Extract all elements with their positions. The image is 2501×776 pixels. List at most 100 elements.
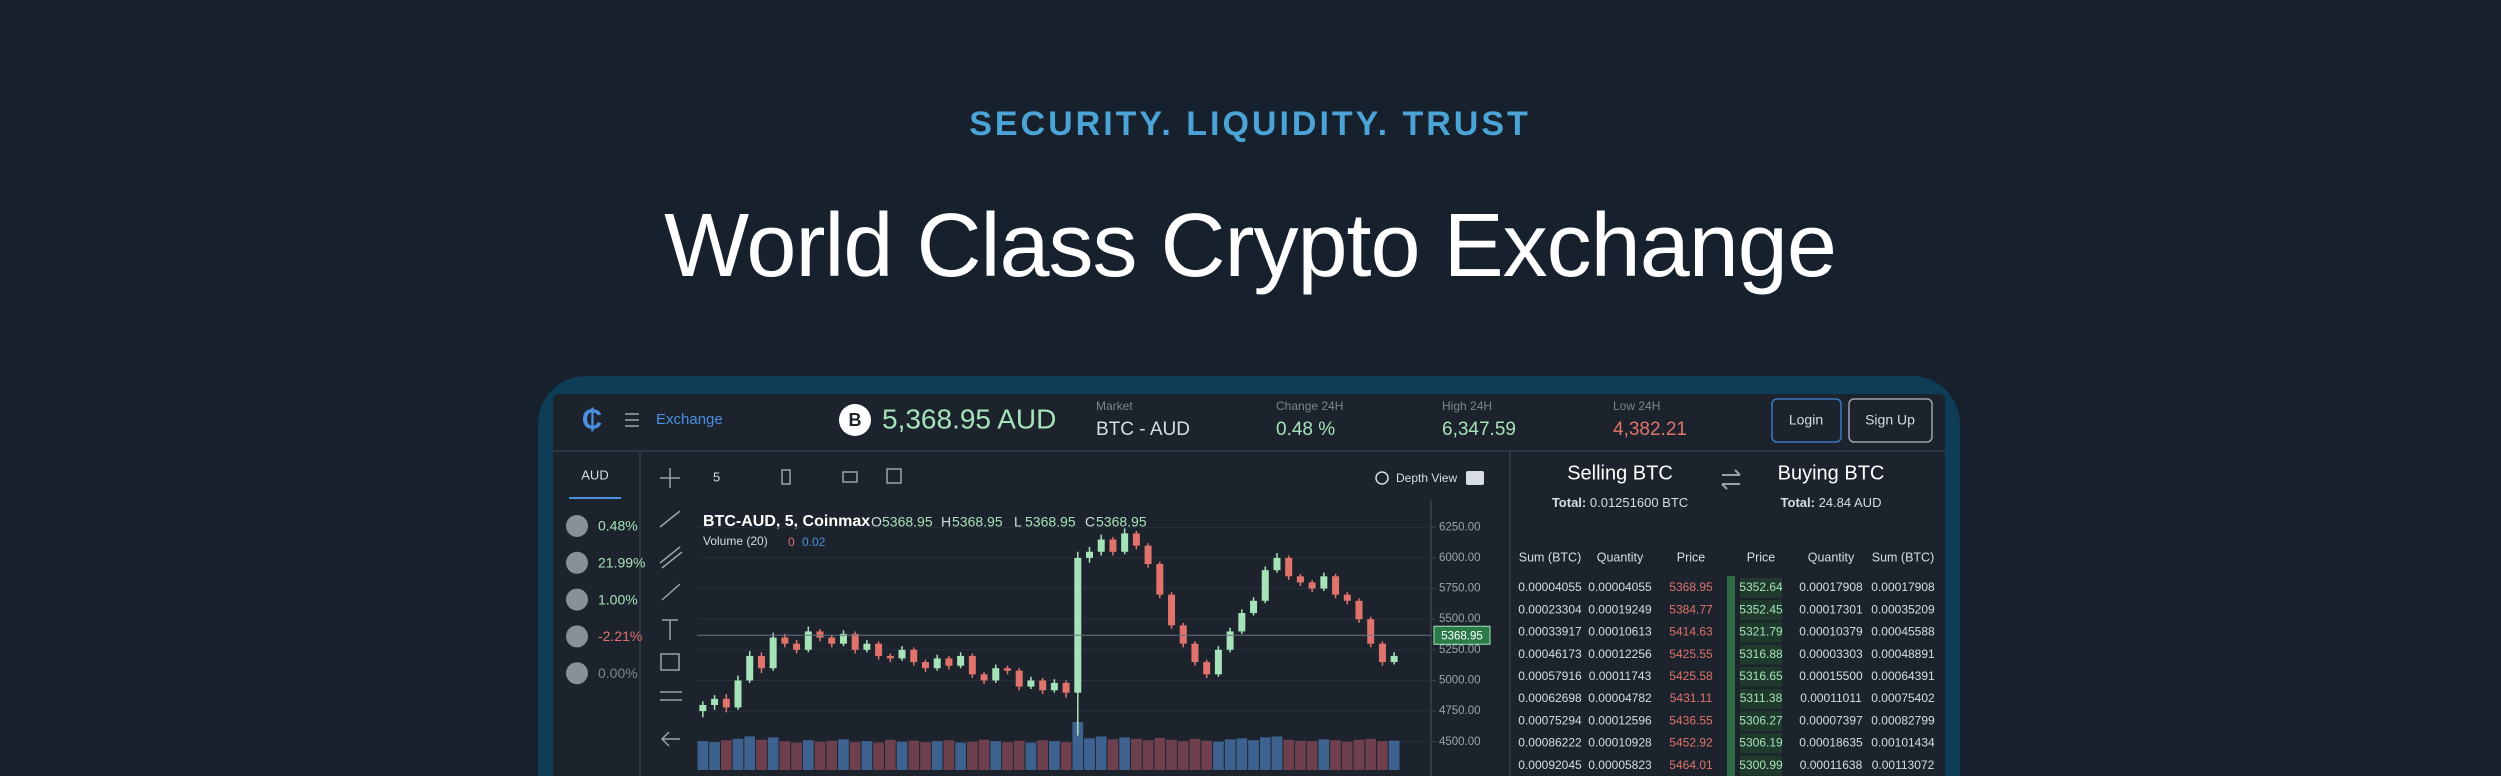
order-cell: 0.00004782 [1588,691,1652,705]
order-cell: 0.00035209 [1871,602,1935,616]
volume-bar [791,742,802,770]
selling-title: Selling BTC [1567,462,1673,484]
order-cell: 0.00011011 [1800,691,1862,705]
order-cell: 5306.27 [1739,713,1783,727]
order-cell: 5306.19 [1739,736,1783,750]
candle-body [1191,643,1199,663]
candle-body [1238,613,1246,632]
order-cell: 0.00086222 [1518,736,1582,750]
volume-bar [1318,739,1330,770]
candle-body [898,649,906,659]
order-cell: 0.00023304 [1518,602,1582,616]
order-cell: 0.00113072 [1872,758,1935,772]
order-cell: 0.00011638 [1800,758,1863,772]
currency-tab[interactable]: AUD [581,467,608,482]
order-cell: 5300.99 [1739,758,1783,772]
candle-body [757,655,765,669]
candle-body [980,674,988,681]
signup-label[interactable]: Sign Up [1865,412,1915,428]
login-button[interactable] [1771,398,1842,443]
order-cell: 0.00018635 [1799,736,1863,750]
candle-body [1050,682,1058,691]
toggle-icon[interactable] [1375,471,1389,485]
buy-price-cell [1740,644,1782,665]
depth-bar [1727,576,1735,776]
order-cell: 0.00092045 [1518,758,1582,772]
coin-icon [566,662,588,685]
last-price-tag [1433,625,1491,645]
order-cell: 0.00064391 [1871,669,1935,683]
volume-bar [1002,742,1013,770]
coin-change: 0.48% [598,518,638,534]
menu-icon[interactable] [625,413,639,427]
volume-bar [732,738,744,770]
buy-price-cell [1740,622,1782,643]
candle-body [1332,576,1340,595]
volume-bar [1365,738,1377,770]
candle-body [921,662,929,669]
candle-body [816,631,824,638]
logo[interactable]: ₵ [582,403,602,434]
order-cell: 5436.55 [1669,713,1713,727]
order-cell: 0.00003303 [1799,647,1863,661]
volume-bar [779,741,791,770]
volume-bar [697,741,709,770]
candle-body [886,655,894,659]
candle-body [1343,594,1351,601]
order-cell: 0.00011743 [1589,669,1652,683]
column-header: Quantity [1597,550,1644,564]
tool-icons[interactable] [659,468,902,747]
coin-change: 21.99% [598,555,645,571]
volume-bar [966,741,978,770]
order-cell: 0.00004055 [1518,580,1582,594]
volume-bar [744,736,756,770]
candle-body [793,643,801,650]
volume-bar [861,741,873,770]
camera-icon[interactable] [1466,471,1484,485]
volume-bar [1341,741,1353,770]
swap-icon[interactable] [1721,469,1741,490]
interval[interactable]: 5 [713,469,720,484]
volume-bar [1013,740,1025,770]
ohlc-label: L [1014,514,1022,530]
ohlc-value: 5368.95 [952,514,1003,530]
candle-body [933,658,941,669]
login-label[interactable]: Login [1789,412,1823,428]
headline: World Class Crypto Exchange [664,196,1836,296]
order-cell: 5425.55 [1669,647,1713,661]
buy-price-cell [1740,666,1782,687]
ohlc-label: O [871,514,882,530]
volume-bar [1119,737,1131,770]
volume-bar [838,739,849,770]
nav-menu[interactable]: Exchange [656,411,723,428]
candle-body [992,668,1000,681]
volume-bar [1283,739,1295,770]
volume-bar [826,740,838,770]
signup-button[interactable] [1848,398,1933,443]
order-cell: 0.00075402 [1871,691,1935,705]
candle-body [851,633,859,650]
stat-value: BTC - AUD [1096,419,1190,440]
volume-bar [990,741,1002,770]
candle-body [1003,668,1011,671]
order-cell: 0.00005823 [1588,758,1652,772]
order-cell: 5431.11 [1670,691,1713,705]
candle-body [1074,557,1082,693]
candle-body [1144,545,1152,565]
eyebrow: SECURITY. LIQUIDITY. TRUST [969,105,1531,143]
order-cell: 0.00004055 [1588,580,1652,594]
candle-body [863,643,871,650]
volume-bar [908,740,920,770]
volume-bar [709,742,720,770]
volume-bar [1189,738,1201,770]
volume-bar [1049,741,1060,770]
candle-body [1027,680,1035,687]
candle-body [746,655,754,681]
volume-bar [1072,722,1084,770]
volume-bar [1095,736,1107,770]
candle-body [1109,539,1117,552]
depth-view[interactable]: Depth View [1396,471,1457,485]
candle-body [769,637,777,669]
candle-body [804,631,812,650]
